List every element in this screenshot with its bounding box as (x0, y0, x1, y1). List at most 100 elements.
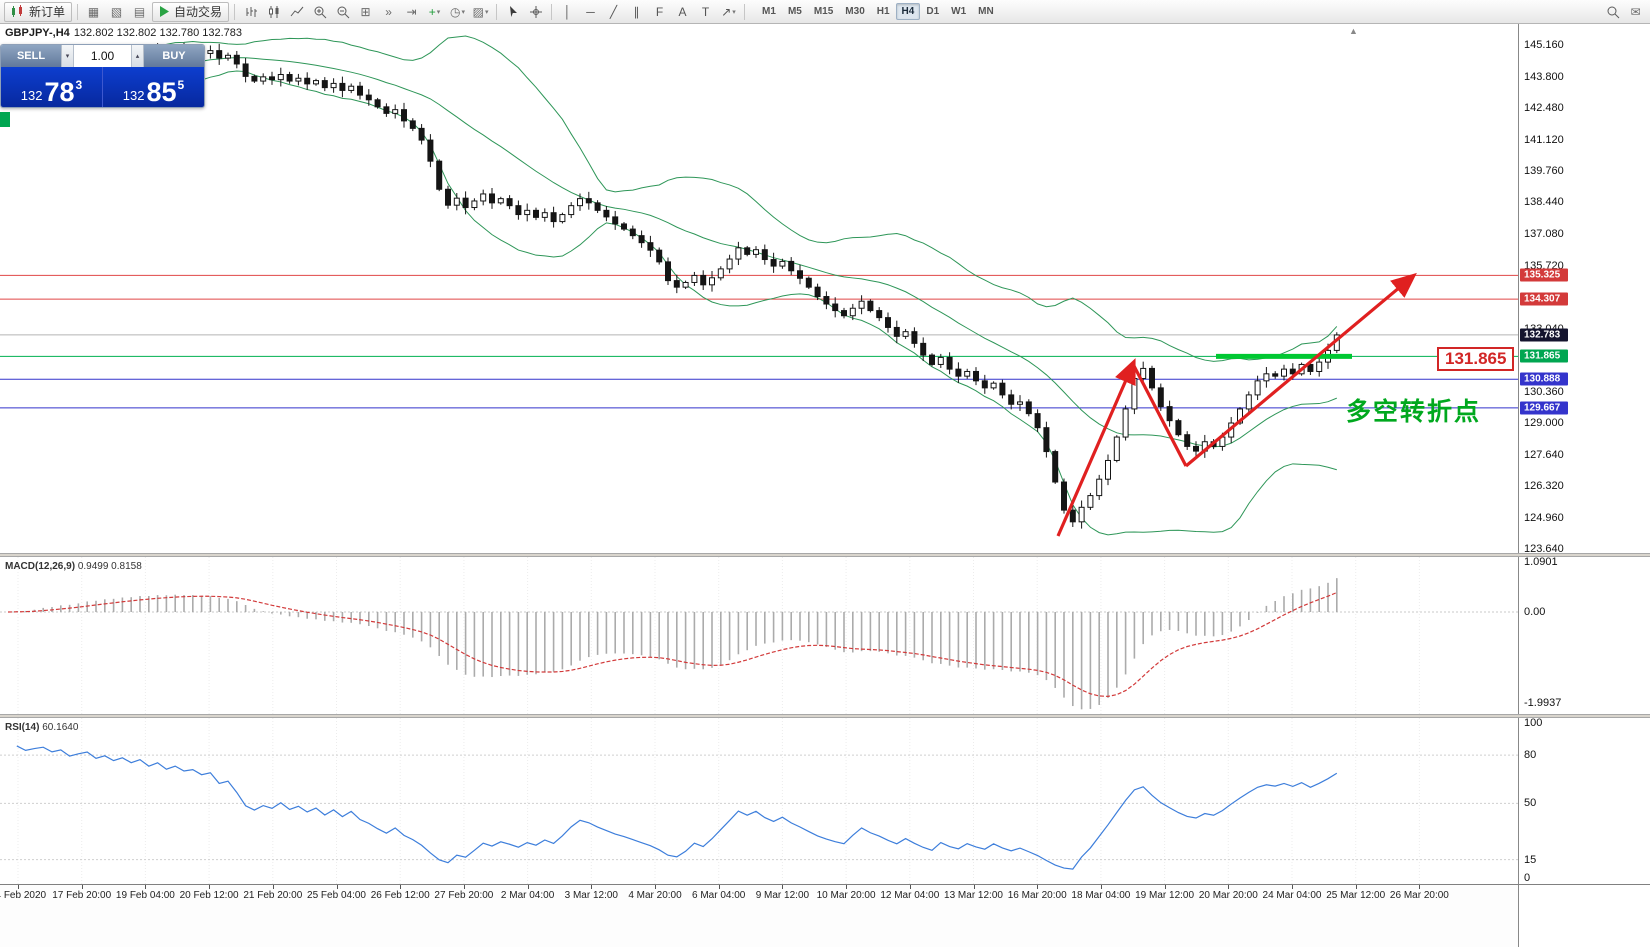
price-axis[interactable]: 145.160 143.800 142.480 141.120 139.760 138.4… (1518, 24, 1650, 947)
ask-price-button[interactable]: 132 85 5 (102, 67, 204, 107)
crosshair-icon[interactable] (525, 2, 546, 22)
time-tick (973, 885, 975, 889)
macd-axis-label: 1.0901 (1524, 556, 1558, 568)
chevron-down-icon: ▾ (732, 8, 736, 16)
text-icon[interactable]: A (678, 4, 687, 19)
timeframe-mn-button[interactable]: MN (978, 6, 994, 17)
fibonacci-icon[interactable]: F (655, 4, 664, 19)
autotrading-label: 自动交易 (174, 5, 223, 19)
time-axis-label: 2 Mar 04:00 (500, 890, 555, 901)
sell-button[interactable]: SELL (1, 45, 61, 67)
timeframe-m15-button[interactable]: M15 (813, 6, 834, 17)
time-tick (909, 885, 911, 889)
horizontal-line-icon[interactable]: ─ (586, 4, 595, 19)
timeframe-m5-button[interactable]: M5 (787, 6, 802, 17)
new-order-button[interactable]: 新订单 (4, 1, 73, 22)
tile-windows-icon[interactable]: ⊞ (360, 4, 371, 19)
price-level-tag: 130.888 (1520, 372, 1568, 386)
cursor-icon[interactable] (502, 2, 523, 22)
lot-decrease-icon[interactable]: ▾ (61, 45, 74, 67)
macd-pane[interactable] (0, 557, 1518, 714)
rsi-axis-label: 0 (1524, 872, 1531, 884)
timeframe-buttons: M1 M5 M15 M30 H1 H4 D1 W1 MN (756, 3, 1000, 20)
price-axis-label: 143.800 (1524, 70, 1564, 83)
time-axis-label: 4 Mar 20:00 (628, 890, 682, 901)
trendline-icon[interactable]: ╱ (609, 4, 618, 19)
rsi-indicator-label: RSI(14) 60.1640 (5, 722, 79, 733)
time-axis-label: 10 Mar 20:00 (816, 890, 876, 901)
ask-pipette: 5 (177, 78, 185, 92)
bid-big-figure: 132 (20, 87, 43, 103)
time-axis-label: 26 Feb 12:00 (370, 890, 430, 901)
timeframe-w1-button[interactable]: W1 (951, 6, 967, 17)
zoom-in-icon[interactable] (309, 2, 330, 22)
new-chart-icon[interactable]: ▦ (87, 4, 100, 19)
templates-icon[interactable]: ▨ ▾ (472, 4, 489, 19)
chart-object-fragment (0, 112, 10, 127)
toolbar-separator (496, 3, 498, 20)
bid-price-button[interactable]: 132 78 3 (1, 67, 102, 107)
price-axis-label: 145.160 (1524, 39, 1564, 51)
scroll-to-end-icon[interactable]: ▲ (1349, 26, 1358, 36)
profiles-icon[interactable]: ▧ (110, 4, 123, 19)
chevron-down-icon: ▾ (484, 8, 489, 16)
time-tick (1228, 885, 1230, 889)
timeframe-d1-button[interactable]: D1 (926, 6, 940, 17)
pane-separator[interactable] (0, 714, 1650, 718)
line-chart-icon[interactable] (286, 2, 307, 22)
auto-scroll-icon[interactable]: » (385, 4, 392, 19)
chevron-down-icon: ▾ (461, 8, 466, 16)
toolbar-separator (234, 3, 236, 20)
time-axis-label: 3 Mar 12:00 (564, 890, 618, 901)
time-axis-label: 18 Mar 04:00 (1071, 890, 1131, 901)
bar-chart-icon[interactable] (240, 2, 261, 22)
autotrading-button[interactable]: 自动交易 (152, 1, 230, 22)
ohlc-values: 132.802 132.802 132.780 132.783 (73, 27, 243, 39)
time-axis-label: 9 Mar 12:00 (755, 890, 810, 901)
time-tick (272, 885, 274, 889)
time-axis-label: 16 Mar 20:00 (1007, 890, 1067, 901)
toolbar-separator (744, 3, 746, 20)
data-window-icon[interactable]: ▤ (133, 4, 146, 19)
time-tick (846, 885, 848, 889)
vertical-line-icon[interactable]: │ (563, 4, 572, 19)
time-tick (336, 885, 338, 889)
timeframe-m1-button[interactable]: M1 (762, 6, 776, 17)
candlestick-chart-icon[interactable] (263, 2, 284, 22)
buy-button[interactable]: BUY (144, 45, 204, 67)
lot-size-input[interactable]: 1.00 (74, 45, 131, 67)
channel-icon[interactable]: ∥ (633, 4, 640, 19)
zoom-out-icon[interactable] (332, 2, 353, 22)
price-level-tag: 131.865 (1520, 349, 1568, 363)
time-axis-label: 25 Feb 04:00 (307, 890, 366, 901)
time-axis-label: 20 Feb 12:00 (179, 890, 239, 901)
time-tick (145, 885, 147, 889)
timeframe-h1-button[interactable]: H1 (876, 6, 890, 17)
chart-plot-area[interactable]: GBPJPY-,H4 132.802 132.802 132.780 132.78… (0, 24, 1518, 947)
time-axis-label: 6 Mar 04:00 (692, 890, 746, 901)
new-order-label: 新订单 (29, 5, 66, 19)
time-axis-label: 26 Mar 20:00 (1389, 890, 1449, 901)
main-chart-pane[interactable] (0, 24, 1518, 553)
timeframe-h4-button[interactable]: H4 (895, 3, 921, 20)
pane-separator[interactable] (0, 553, 1650, 557)
indicators-add-icon[interactable]: + ▾ (428, 4, 441, 19)
rsi-pane[interactable] (0, 718, 1518, 884)
time-tick (527, 885, 529, 889)
text-label-icon[interactable]: T (701, 4, 710, 19)
time-axis-label: 27 Feb 20:00 (434, 890, 494, 901)
chart-shift-icon[interactable]: ⇥ (406, 4, 417, 19)
chart-title: GBPJPY-,H4 132.802 132.802 132.780 132.78… (5, 27, 242, 39)
lot-increase-icon[interactable]: ▴ (131, 45, 144, 67)
periods-icon[interactable]: ◷ ▾ (450, 4, 466, 19)
toolbar: 新订单 ▦ ▧ ▤ 自动交易 ⊞ » ⇥ + ▾ ◷ ▾ ▨ ▾ │ ─ ╱ ∥ F A T ↗ ▾ M1 M5 M15 M30 H1… (0, 0, 1650, 24)
rsi-axis-label: 50 (1524, 797, 1537, 810)
community-icon[interactable]: ✉ (1630, 4, 1641, 19)
arrows-icon[interactable]: ↗ ▾ (721, 4, 736, 19)
time-axis-label: 12 Mar 04:00 (880, 890, 940, 901)
price-axis-label: 127.640 (1524, 449, 1564, 462)
time-axis-label: 20 Mar 20:00 (1198, 890, 1258, 901)
timeframe-m30-button[interactable]: M30 (845, 6, 865, 17)
search-icon[interactable] (1602, 2, 1623, 22)
